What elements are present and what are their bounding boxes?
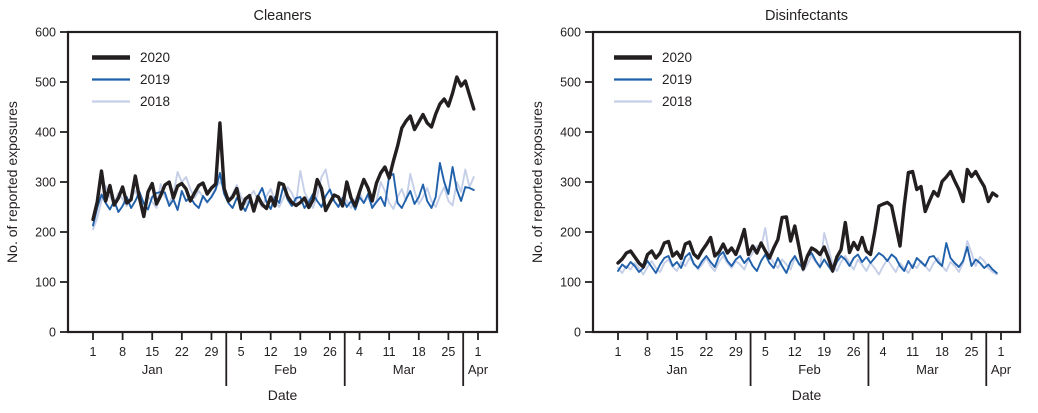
x-tick-label: 8	[119, 345, 126, 359]
legend-label-2020: 2020	[140, 50, 170, 65]
x-tick-label: 1	[615, 345, 622, 359]
x-tick-label: 22	[699, 345, 713, 359]
x-tick-label: 19	[293, 345, 307, 359]
legend-label-2018: 2018	[140, 94, 170, 109]
legend-label-2019: 2019	[140, 72, 170, 87]
x-tick-label: 5	[762, 345, 769, 359]
x-tick-label: 19	[817, 345, 831, 359]
series-line-2019	[92, 162, 475, 227]
legend-label-2020: 2020	[662, 50, 692, 65]
month-label-jan: Jan	[142, 362, 163, 377]
x-tick-label: 4	[356, 345, 363, 359]
x-tick-label: 5	[238, 345, 245, 359]
x-tick-label: 1	[475, 345, 482, 359]
x-tick-label: 18	[935, 345, 949, 359]
x-tick-label: 1	[90, 345, 97, 359]
series-line-2020	[616, 167, 999, 273]
x-tick-label: 25	[441, 345, 455, 359]
x-tick-label: 1	[998, 345, 1005, 359]
x-tick-label: 29	[729, 345, 743, 359]
month-label-mar: Mar	[916, 362, 939, 377]
legend-label-2018: 2018	[662, 94, 692, 109]
y-tick-label: 500	[560, 75, 581, 89]
x-tick-label: 26	[323, 345, 337, 359]
x-tick-label: 8	[644, 345, 651, 359]
y-tick-label: 100	[560, 275, 581, 289]
y-tick-label: 600	[35, 25, 56, 39]
x-tick-label: 15	[670, 345, 684, 359]
month-label-apr: Apr	[468, 362, 489, 377]
y-tick-label: 300	[35, 175, 56, 189]
x-tick-label: 12	[264, 345, 278, 359]
y-tick-label: 400	[560, 125, 581, 139]
series-line-2018	[617, 227, 998, 276]
x-tick-label: 25	[965, 345, 979, 359]
month-label-feb: Feb	[798, 362, 820, 377]
y-tick-label: 500	[35, 75, 56, 89]
x-tick-label: 22	[175, 345, 189, 359]
chart-title: Disinfectants	[765, 8, 848, 24]
x-tick-label: 11	[383, 345, 396, 359]
y-tick-label: 600	[560, 25, 581, 39]
y-axis-label: No. of reported exposures	[4, 101, 20, 263]
x-tick-label: 29	[205, 345, 219, 359]
y-tick-label: 100	[35, 275, 56, 289]
x-tick-label: 12	[788, 345, 802, 359]
y-tick-label: 0	[49, 325, 56, 339]
y-axis-label: No. of reported exposures	[529, 101, 545, 263]
y-tick-label: 400	[35, 125, 56, 139]
x-axis-label: Date	[792, 387, 822, 403]
x-tick-label: 26	[847, 345, 861, 359]
month-label-feb: Feb	[274, 362, 296, 377]
legend: 2020 2019 2018	[92, 50, 170, 109]
y-tick-label: 200	[35, 225, 56, 239]
month-label-mar: Mar	[393, 362, 416, 377]
x-tick-label: 18	[412, 345, 426, 359]
y-tick-label: 0	[574, 325, 581, 339]
series-line-2020	[91, 75, 476, 222]
x-axis-label: Date	[268, 387, 298, 403]
x-tick-label: 15	[145, 345, 159, 359]
series-line-2018	[92, 168, 475, 231]
x-tick-label: 11	[906, 345, 919, 359]
y-tick-label: 300	[560, 175, 581, 189]
x-tick-label: 4	[880, 345, 887, 359]
legend: 2020 2019 2018	[614, 50, 692, 109]
legend-label-2019: 2019	[662, 72, 692, 87]
month-label-jan: Jan	[666, 362, 687, 377]
y-tick-label: 200	[560, 225, 581, 239]
chart-title: Cleaners	[253, 8, 311, 24]
month-label-apr: Apr	[991, 362, 1012, 377]
plot-frame	[66, 30, 499, 334]
